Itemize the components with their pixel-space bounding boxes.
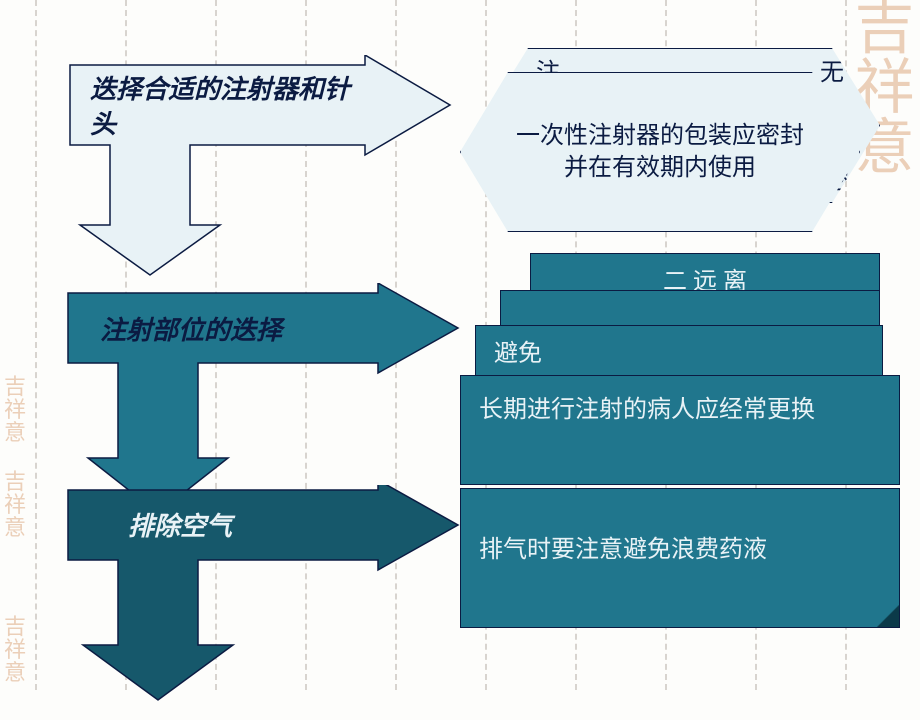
seal-small-2: 吉祥意 bbox=[4, 470, 36, 539]
arrow-step1-label: 迭择合适的注射器和针头 bbox=[90, 72, 350, 142]
card-mid-3: 长期进行注射的病人应经常更换 bbox=[460, 375, 900, 485]
card-bottom: 排气时要注意避免浪费药液 bbox=[460, 488, 900, 628]
seal-small-1: 吉祥意 bbox=[4, 375, 36, 444]
card-mid-2-text: 避免 bbox=[494, 341, 542, 367]
arrow-step3-label: 排除空气 bbox=[128, 506, 232, 543]
arrow-step2-label: 注射部位的迭择 bbox=[100, 310, 370, 347]
seal-small-3: 吉祥意 bbox=[4, 615, 36, 684]
hexagon-front: 一次性注射器的包装应密封并在有效期内使用 bbox=[460, 72, 860, 232]
card-mid-3-text: 长期进行注射的病人应经常更换 bbox=[479, 397, 815, 423]
hex-back-frag-right: 无 bbox=[820, 57, 844, 89]
hexagon-front-text: 一次性注射器的包装应密封并在有效期内使用 bbox=[511, 120, 809, 185]
card-bottom-text: 排气时要注意避免浪费药液 bbox=[479, 537, 767, 563]
arrow-step3 bbox=[58, 485, 473, 720]
